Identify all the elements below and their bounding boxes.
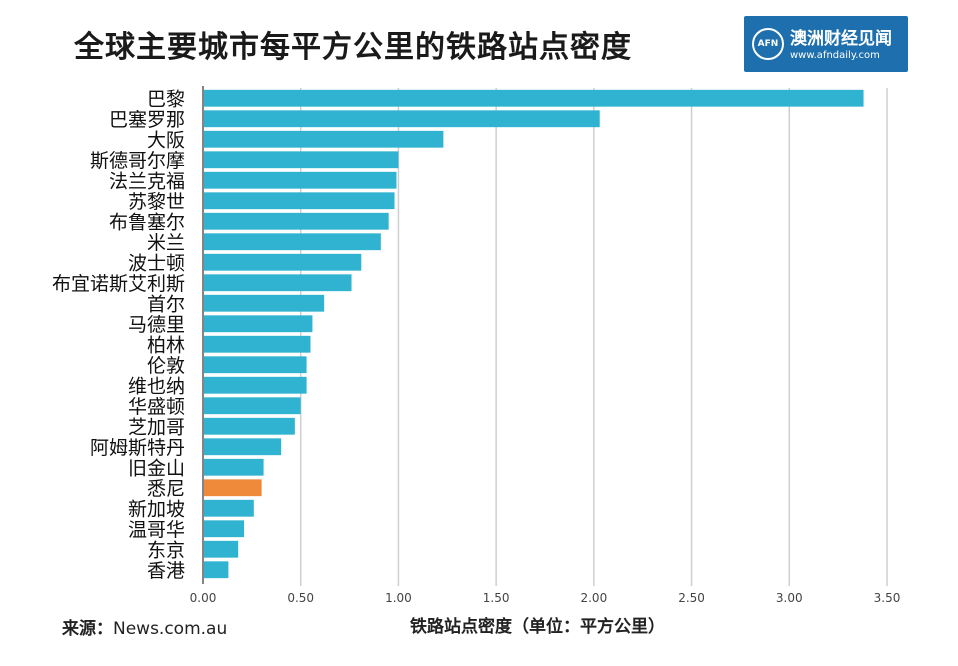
chart-title: 全球主要城市每平方公里的铁路站点密度	[74, 30, 632, 65]
category-label: 新加坡	[128, 498, 185, 520]
x-tick-label: 3.50	[874, 591, 901, 605]
bar	[204, 561, 229, 579]
source-label: 来源：	[62, 619, 113, 639]
bar	[204, 233, 381, 251]
bar	[204, 130, 444, 148]
bar	[204, 294, 325, 312]
bar	[204, 479, 262, 497]
category-label: 华盛顿	[128, 396, 185, 418]
category-label: 米兰	[147, 232, 185, 254]
category-label: 斯德哥尔摩	[90, 150, 185, 172]
source-value: News.com.au	[113, 619, 228, 639]
category-label: 维也纳	[128, 375, 185, 397]
x-tick-label: 1.00	[385, 591, 412, 605]
bar	[204, 540, 239, 558]
x-tick-label: 3.00	[776, 591, 803, 605]
bar	[204, 171, 397, 189]
category-label: 巴黎	[147, 88, 185, 110]
logo-url: www.afndaily.com	[790, 50, 880, 61]
category-label: 温哥华	[128, 519, 185, 541]
x-tick-label: 2.50	[678, 591, 705, 605]
bar	[204, 499, 254, 517]
afn-logo-icon: AFN	[752, 28, 784, 60]
bar	[204, 438, 282, 456]
bar	[204, 151, 399, 169]
afn-logo: AFN 澳洲财经见闻 www.afndaily.com	[744, 16, 908, 72]
bar	[204, 397, 301, 415]
category-label: 芝加哥	[128, 416, 185, 438]
x-tick-label: 0.50	[287, 591, 314, 605]
bar	[204, 376, 307, 394]
x-axis-label: 铁路站点密度（单位：平方公里）	[410, 617, 665, 637]
bar	[204, 335, 311, 353]
x-tick-label: 2.00	[580, 591, 607, 605]
category-label: 东京	[147, 539, 185, 561]
category-label: 首尔	[147, 293, 185, 315]
bar	[204, 356, 307, 374]
category-label: 布鲁塞尔	[109, 211, 185, 233]
bar	[204, 417, 295, 435]
bar	[204, 315, 313, 333]
category-label: 波士顿	[128, 252, 185, 274]
category-label: 巴塞罗那	[109, 109, 185, 131]
category-label: 悉尼	[147, 478, 185, 500]
bar	[204, 274, 352, 292]
bar	[204, 212, 389, 230]
category-label: 香港	[147, 560, 185, 582]
category-label: 伦敦	[147, 355, 185, 377]
bar	[204, 89, 864, 107]
category-label: 阿姆斯特丹	[90, 437, 185, 459]
category-label: 法兰克福	[109, 170, 185, 192]
source-note: 来源：News.com.au	[62, 614, 227, 639]
category-label: 大阪	[147, 129, 185, 151]
category-label: 布宜诺斯艾利斯	[52, 273, 185, 295]
category-label: 旧金山	[128, 457, 185, 479]
category-label: 苏黎世	[128, 191, 185, 213]
bar	[204, 192, 395, 210]
x-tick-label: 1.50	[483, 591, 510, 605]
x-tick-label: 0.00	[190, 591, 217, 605]
bar	[204, 110, 600, 128]
bar	[204, 458, 264, 476]
category-label: 马德里	[128, 314, 185, 336]
bar	[204, 520, 245, 538]
bar	[204, 253, 362, 271]
logo-name: 澳洲财经见闻	[790, 29, 892, 49]
category-label: 柏林	[147, 334, 185, 356]
